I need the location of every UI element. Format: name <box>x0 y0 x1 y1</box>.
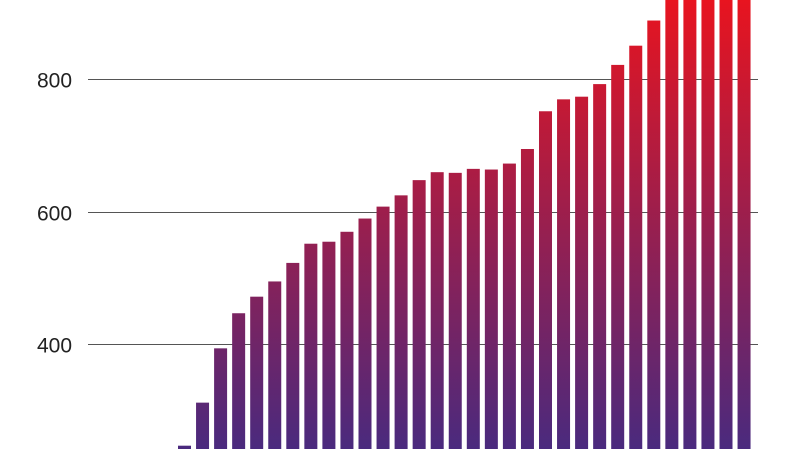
y-tick-label: 400 <box>37 335 72 358</box>
bar <box>268 281 282 449</box>
bar <box>647 20 661 449</box>
bar <box>737 0 751 449</box>
bar <box>232 313 246 449</box>
bar <box>701 0 715 449</box>
bar <box>502 163 516 449</box>
bar <box>557 99 571 449</box>
bar <box>629 45 643 449</box>
bar <box>196 402 210 449</box>
bar <box>178 445 191 449</box>
y-tick-labels: 400 600 800 <box>37 70 72 358</box>
bar <box>611 64 625 449</box>
bar <box>376 206 390 449</box>
y-tick-label: 800 <box>37 70 72 93</box>
bar <box>539 111 552 449</box>
bar <box>430 172 444 449</box>
bar <box>250 296 264 449</box>
bar <box>340 231 354 449</box>
bar <box>719 0 733 449</box>
bar <box>304 243 318 449</box>
bar <box>412 180 426 449</box>
bar <box>593 84 607 449</box>
bar <box>322 241 336 449</box>
bar <box>286 262 300 449</box>
bar <box>520 149 534 449</box>
bar <box>214 348 228 449</box>
bar <box>394 195 408 449</box>
bar <box>683 0 697 449</box>
bar <box>484 169 498 449</box>
bar <box>665 0 679 449</box>
bar <box>448 172 462 449</box>
y-tick-label: 600 <box>37 203 72 226</box>
bar <box>466 168 480 449</box>
bars <box>178 0 751 449</box>
bar <box>358 218 372 449</box>
bar <box>575 96 589 449</box>
